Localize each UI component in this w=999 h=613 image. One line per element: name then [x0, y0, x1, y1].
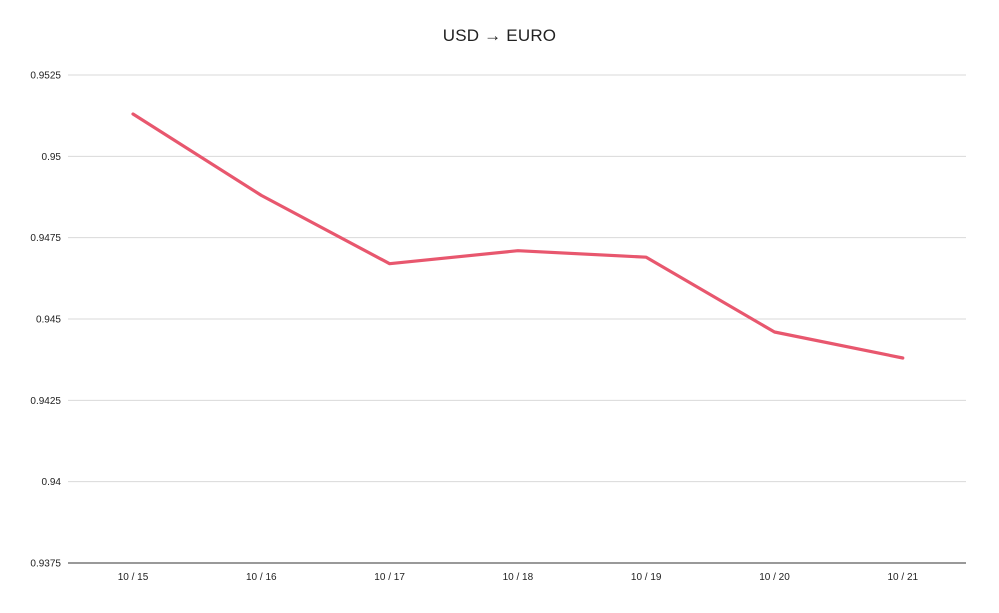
y-tick-label: 0.9375: [30, 559, 61, 570]
data-point: [386, 260, 394, 268]
series-layer: [129, 110, 907, 362]
y-tick-label: 0.945: [36, 315, 61, 326]
data-point: [514, 247, 522, 255]
x-tick-label: 10 / 17: [374, 572, 405, 583]
chart-title: USD → EURO: [442, 26, 557, 45]
y-axis-ticks: 0.9375 0.94 0.9425 0.945 0.9475 0.95 0.9525: [30, 71, 61, 570]
data-point: [642, 253, 650, 261]
y-tick-label: 0.9425: [30, 396, 61, 407]
y-tick-label: 0.94: [42, 477, 62, 488]
y-tick-label: 0.95: [42, 152, 62, 163]
data-point: [129, 110, 137, 118]
series-line: [131, 112, 905, 360]
x-tick-label: 10 / 21: [888, 572, 919, 583]
x-tick-label: 10 / 19: [631, 572, 662, 583]
y-tick-label: 0.9475: [30, 233, 61, 244]
data-point: [899, 354, 907, 362]
x-tick-label: 10 / 15: [118, 572, 149, 583]
x-tick-label: 10 / 18: [503, 572, 534, 583]
data-point: [771, 328, 779, 336]
x-tick-label: 10 / 16: [246, 572, 277, 583]
y-tick-label: 0.9525: [30, 71, 61, 82]
data-point: [257, 191, 265, 199]
x-axis-ticks: 10 / 15 10 / 16 10 / 17 10 / 18 10 / 19 10 / …: [118, 572, 919, 583]
x-tick-label: 10 / 20: [759, 572, 790, 583]
gridlines: [68, 74, 966, 564]
